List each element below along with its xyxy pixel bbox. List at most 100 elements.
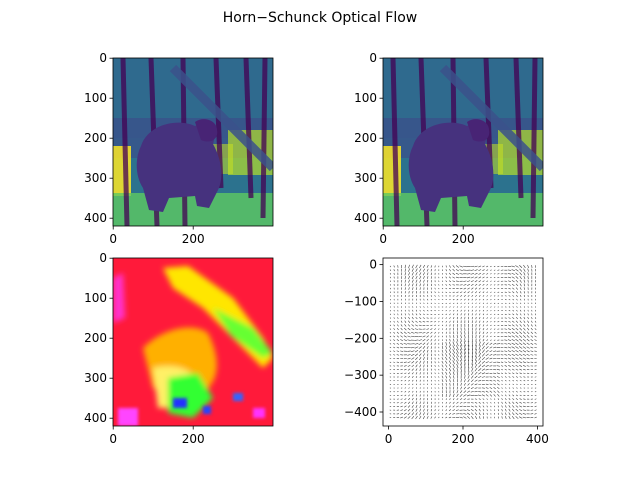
quiver-arrow: [479, 416, 481, 419]
x-tick-label: 200: [182, 232, 205, 246]
quiver-arrow: [393, 331, 396, 334]
quiver-arrow: [434, 339, 436, 342]
quiver-arrow: [497, 276, 500, 279]
quiver-arrow: [438, 299, 440, 301]
quiver-arrow: [485, 368, 489, 371]
quiver-arrow: [523, 372, 526, 374]
quiver-arrow: [501, 368, 504, 371]
quiver-arrow: [456, 313, 459, 316]
quiver-arrow: [412, 387, 414, 389]
quiver-arrow: [422, 335, 426, 338]
quiver-arrow: [519, 324, 522, 327]
quiver-arrow: [482, 335, 485, 338]
quiver-arrow: [474, 367, 478, 372]
quiver-arrow: [415, 324, 418, 327]
quiver-arrow: [511, 346, 515, 349]
quiver-arrow: [456, 331, 458, 335]
quiver-arrow: [411, 397, 414, 401]
quiver-arrow: [463, 291, 467, 294]
quiver-arrow: [410, 350, 415, 353]
quiver-arrow: [456, 338, 459, 342]
quiver-arrow: [410, 335, 415, 338]
quiver-arrow: [507, 346, 512, 349]
quiver-arrow: [526, 346, 530, 349]
quiver-arrow: [456, 360, 459, 365]
quiver-arrow: [490, 310, 492, 312]
quiver-arrow: [515, 338, 519, 342]
quiver-arrow: [422, 313, 425, 316]
quiver-arrow: [459, 269, 463, 271]
quiver-arrow: [493, 372, 497, 374]
quiver-arrow: [482, 302, 485, 305]
quiver-arrow: [475, 313, 477, 316]
quiver-arrow: [475, 291, 478, 294]
quiver-arrow: [393, 354, 396, 356]
quiver-arrow: [434, 335, 436, 338]
quiver-arrow: [407, 364, 411, 367]
quiver-arrow: [427, 302, 429, 305]
quiver-arrow: [423, 405, 425, 408]
quiver-arrow: [445, 368, 448, 372]
quiver-arrow: [456, 306, 459, 308]
quiver-arrow: [493, 394, 496, 397]
quiver-arrow: [411, 368, 414, 371]
quiver-arrow: [460, 363, 462, 369]
y-tick-label: −400: [344, 405, 377, 419]
quiver-arrow: [396, 339, 400, 342]
quiver-arrow: [445, 342, 447, 346]
quiver-arrow: [534, 328, 537, 331]
quiver-arrow: [407, 331, 411, 334]
quiver-arrow: [422, 349, 426, 353]
quiver-arrow: [459, 416, 463, 419]
quiver-arrow: [479, 302, 481, 305]
quiver-arrow: [523, 264, 526, 269]
quiver-arrow: [482, 349, 485, 353]
quiver-arrow: [389, 313, 392, 316]
quiver-arrow: [478, 287, 481, 290]
quiver-arrow: [471, 306, 473, 308]
quiver-arrow: [511, 353, 515, 356]
quiver-arrow: [408, 272, 410, 276]
quiver-arrow: [493, 310, 496, 312]
quiver-arrow: [482, 324, 485, 327]
quiver-arrow: [415, 372, 418, 375]
quiver-arrow: [518, 353, 523, 357]
quiver-arrow: [490, 317, 492, 319]
quiver-arrow: [523, 309, 526, 312]
quiver-arrow: [526, 327, 530, 331]
quiver-arrow: [478, 291, 481, 294]
quiver-arrow: [419, 397, 421, 401]
y-tick-label: 200: [84, 131, 107, 145]
quiver-arrow: [452, 393, 455, 398]
quiver-arrow: [512, 401, 515, 404]
quiver-arrow: [389, 335, 392, 338]
quiver-arrow: [411, 401, 414, 405]
quiver-arrow: [481, 376, 486, 378]
quiver-arrow: [423, 302, 425, 305]
quiver-arrow: [412, 379, 414, 382]
quiver-arrow: [396, 328, 399, 331]
quiver-arrow: [489, 350, 493, 353]
quiver-arrow: [415, 268, 418, 272]
quiver-arrow: [493, 339, 496, 341]
quiver-arrow: [512, 295, 515, 297]
quiver-arrow: [482, 306, 485, 308]
image-panel-flow-hsv: [113, 258, 273, 426]
quiver-arrow: [467, 348, 470, 354]
quiver-arrow: [411, 357, 415, 360]
quiver-arrow: [518, 346, 523, 349]
quiver-arrow: [423, 275, 425, 280]
quiver-arrow: [479, 306, 481, 308]
quiver-arrow: [463, 284, 467, 286]
quiver-arrow: [452, 302, 455, 304]
quiver-arrow: [515, 268, 519, 272]
quiver-arrow: [522, 342, 527, 346]
quiver-arrow: [393, 339, 396, 342]
quiver-arrow: [470, 283, 474, 286]
quiver-arrow: [474, 276, 478, 279]
quiver-arrow: [478, 295, 481, 297]
quiver-arrow: [456, 393, 459, 398]
quiver-arrow: [523, 376, 526, 378]
quiver-arrow: [430, 328, 433, 330]
quiver-arrow: [452, 352, 456, 357]
